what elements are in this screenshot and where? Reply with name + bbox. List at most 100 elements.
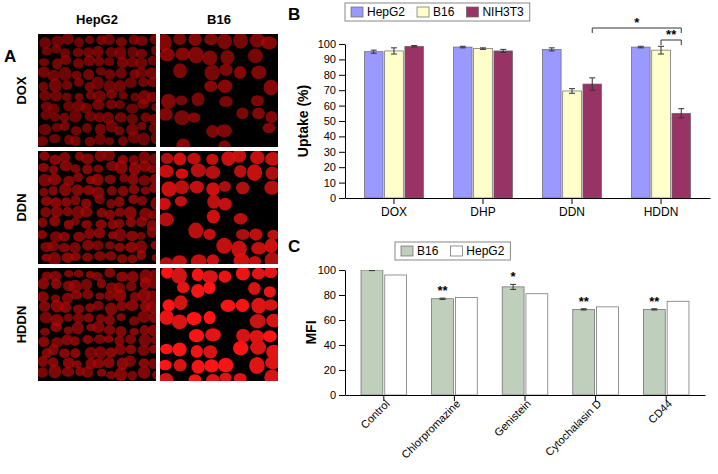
plot-area [364, 46, 690, 198]
y-tick: 60 [324, 314, 345, 326]
cell [251, 95, 264, 106]
y-axis-line [345, 271, 346, 396]
cell [95, 292, 104, 299]
bar [385, 275, 407, 395]
y-tick-mark [339, 106, 345, 107]
cell [177, 282, 189, 294]
cell [205, 328, 221, 341]
cell [59, 232, 70, 241]
cell [148, 210, 156, 219]
cell [104, 325, 116, 335]
y-tick-label: 30 [324, 146, 336, 158]
cell [106, 199, 115, 208]
cell [84, 313, 94, 322]
micrograph [37, 149, 163, 266]
panel-label: C [288, 237, 300, 256]
cell [115, 100, 125, 109]
y-tick: 50 [324, 115, 345, 127]
x-tick-mark [393, 198, 394, 204]
cell [175, 47, 190, 60]
cell [128, 255, 138, 264]
cell [94, 346, 106, 359]
cell [50, 113, 60, 121]
cell [147, 77, 156, 87]
cell [173, 153, 186, 166]
cell [84, 228, 95, 239]
y-tick-mark [339, 345, 345, 346]
cell [94, 334, 105, 344]
cell [173, 343, 187, 357]
bar [364, 52, 383, 198]
legend-label: HepG2 [466, 244, 504, 258]
cell [150, 270, 156, 279]
cell [148, 278, 156, 289]
cell [93, 301, 104, 311]
cell [62, 92, 71, 101]
x-tick-label: HDDN [644, 205, 679, 219]
cell [116, 301, 127, 311]
cell [82, 164, 92, 174]
cell [82, 335, 93, 344]
y-axis: 020406080100 [318, 264, 346, 401]
y-tick-mark [339, 395, 345, 396]
cell [264, 299, 278, 310]
micrograph [36, 33, 162, 147]
significance: ** [649, 294, 660, 309]
cell [127, 271, 139, 282]
cell [38, 163, 49, 172]
cell [69, 110, 81, 123]
cell [202, 270, 218, 283]
cell [106, 371, 116, 379]
cell [115, 112, 127, 122]
y-tick-mark [339, 320, 345, 321]
y-axis-title: Uptake (%) [295, 85, 311, 157]
cell [252, 108, 265, 120]
cell [236, 229, 249, 240]
cell [203, 281, 215, 294]
cell [72, 184, 84, 196]
cell [116, 37, 127, 47]
cell [50, 197, 61, 207]
legend-swatch [450, 246, 462, 256]
cell [207, 254, 219, 264]
cell [60, 113, 69, 123]
cell [137, 99, 149, 109]
cell [160, 344, 173, 355]
cell [147, 226, 156, 237]
cell [38, 356, 48, 367]
y-tick-mark [339, 121, 345, 122]
legend-swatch [466, 7, 478, 17]
row-label: DOX [14, 76, 29, 105]
cell [151, 103, 156, 111]
cell [73, 232, 85, 242]
bar-chart: C020406080100ControlChlorpromazineGenist… [288, 237, 706, 461]
x-tick: DDN [559, 198, 585, 219]
cell [150, 34, 156, 45]
cell [216, 238, 232, 254]
cell [114, 219, 124, 229]
cell [173, 34, 186, 45]
significance: * [634, 15, 640, 30]
cell [39, 301, 50, 312]
cell [234, 66, 246, 79]
cell [174, 110, 190, 125]
cell [232, 151, 246, 163]
y-tick-label: 20 [324, 161, 336, 173]
cell [152, 371, 156, 380]
row-label: HDDN [14, 306, 29, 344]
cell [38, 291, 49, 302]
cells [38, 34, 156, 146]
column-label: B16 [207, 12, 231, 27]
cell [249, 357, 265, 374]
cell [252, 268, 265, 279]
cell [206, 154, 218, 165]
cell [188, 223, 203, 239]
cell [137, 196, 147, 206]
y-axis: 0102030405060708090100 [318, 38, 346, 204]
cell [49, 134, 60, 143]
panel-label: A [4, 47, 16, 66]
cell [251, 242, 266, 255]
cell [106, 90, 117, 100]
cell [116, 68, 127, 79]
cell [61, 197, 71, 207]
